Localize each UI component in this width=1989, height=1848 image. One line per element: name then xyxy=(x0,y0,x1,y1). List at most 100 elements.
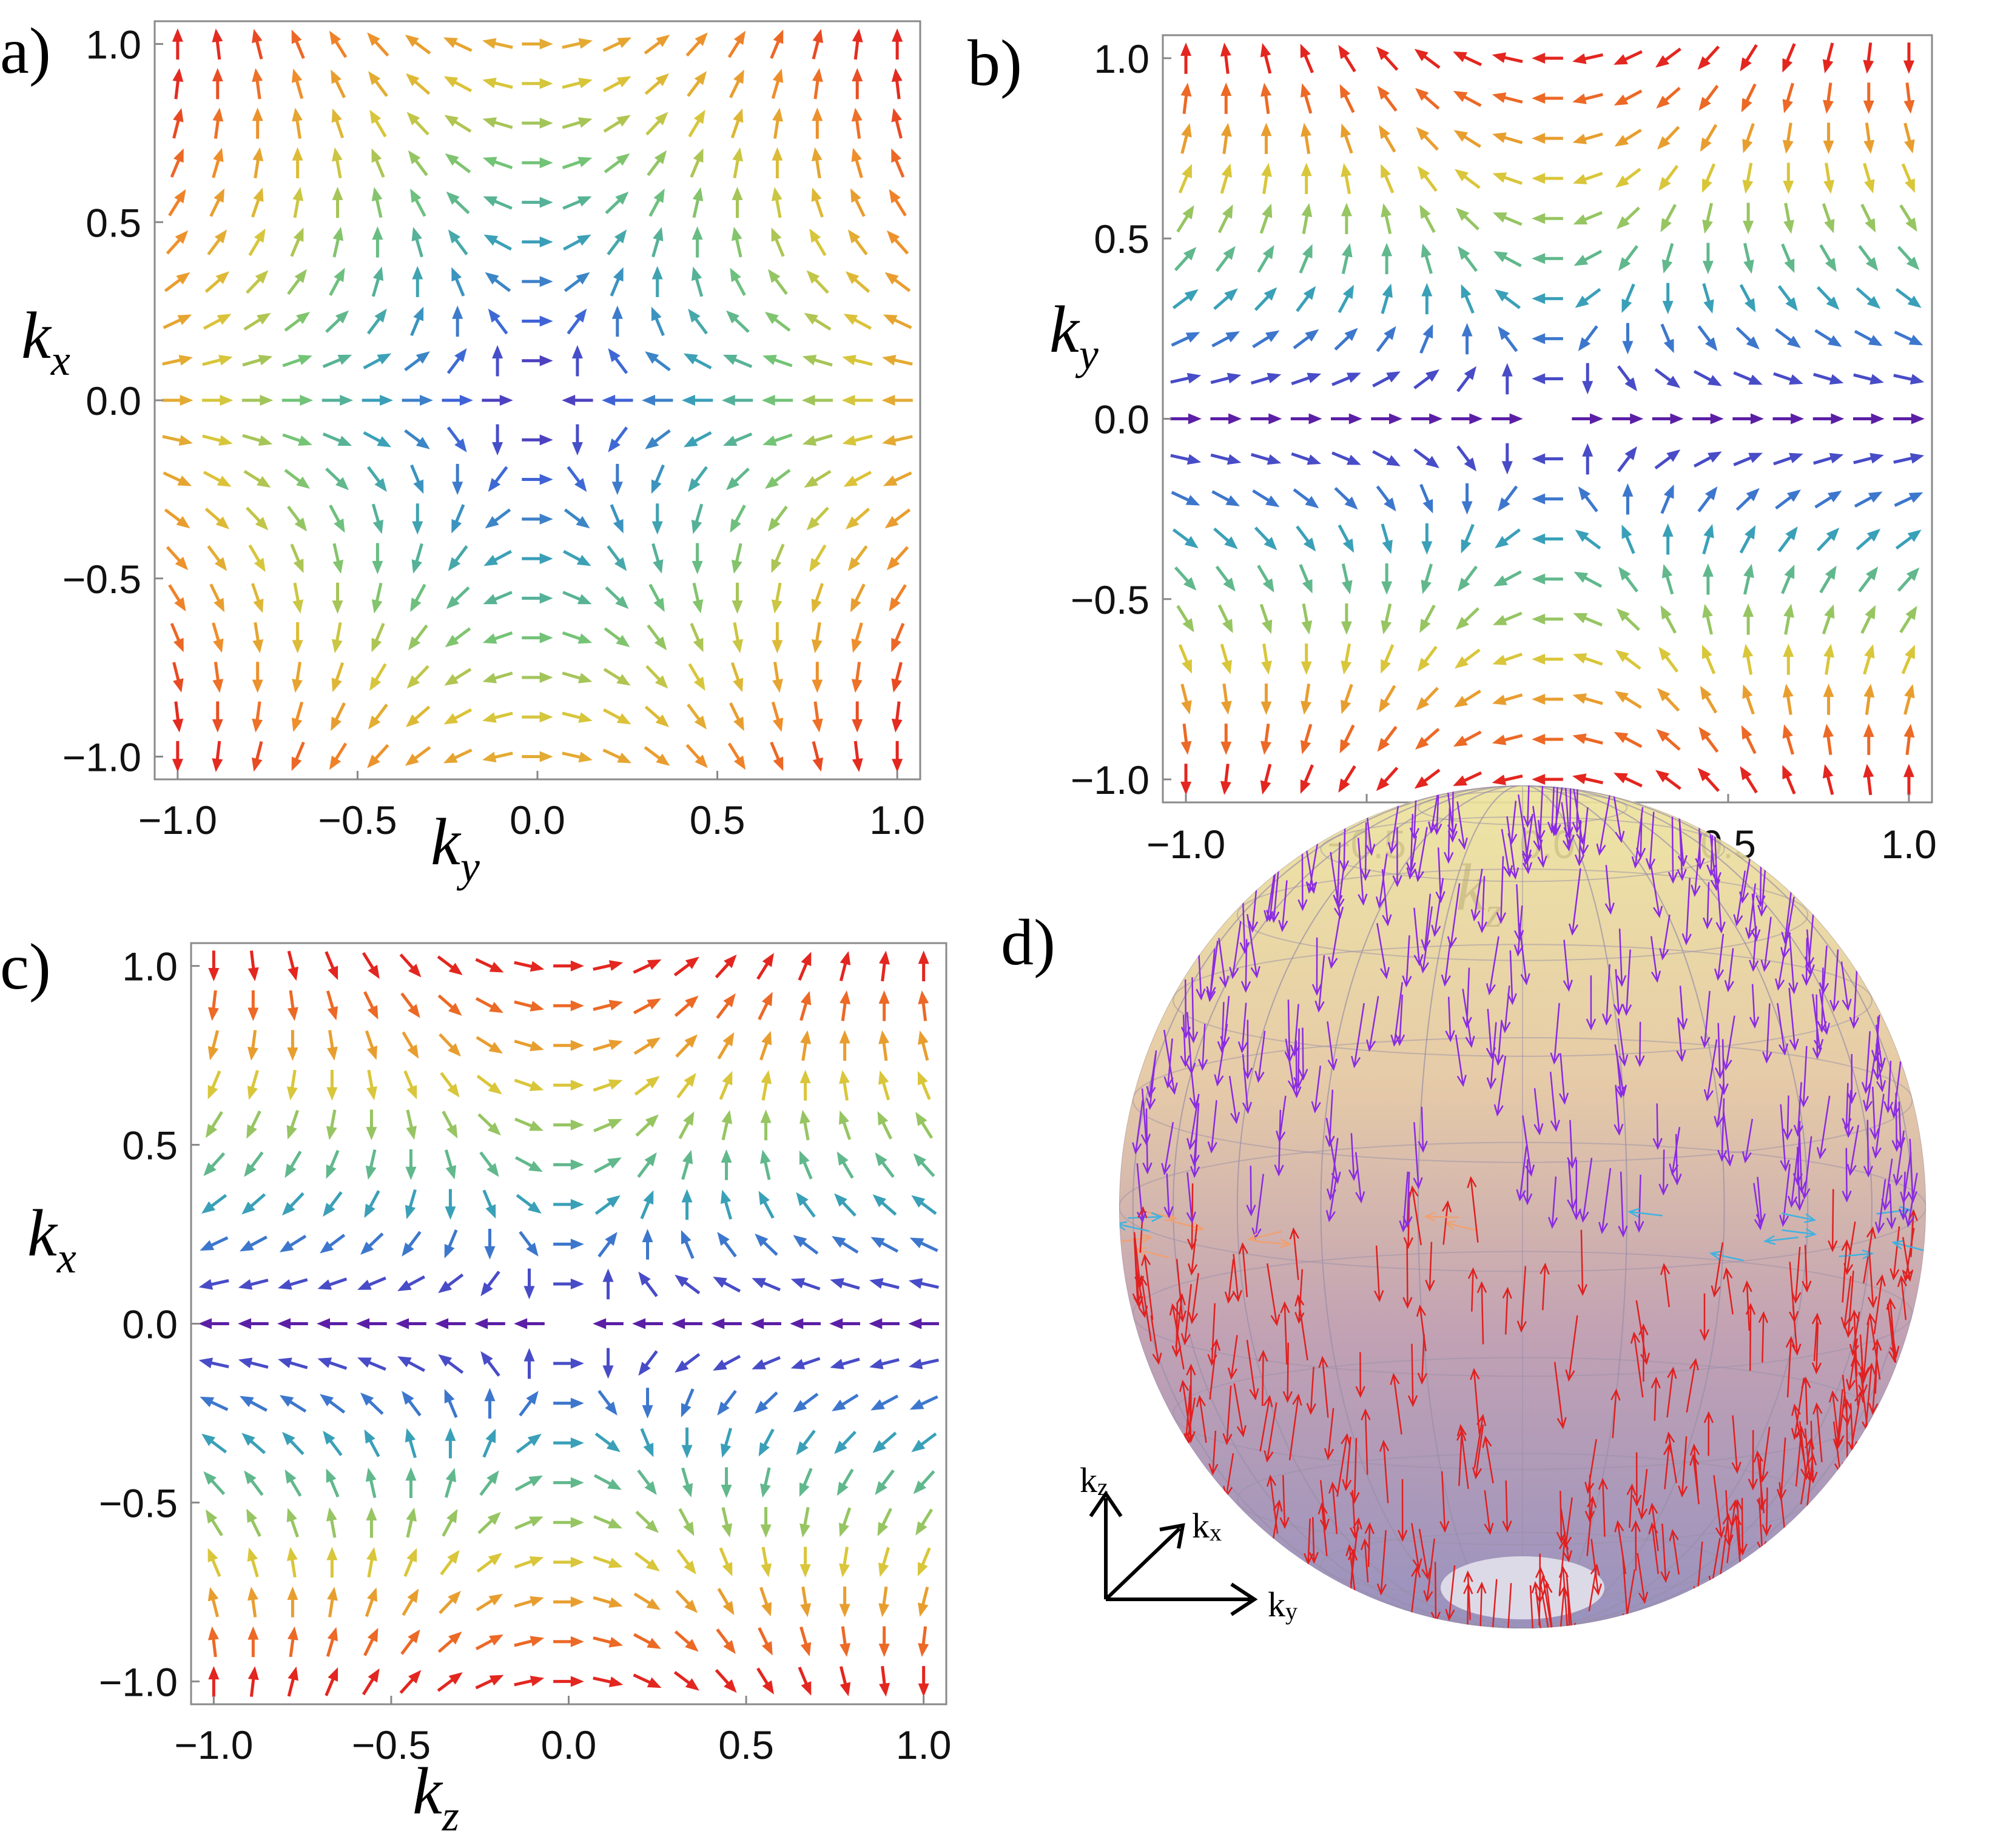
sphere-arrow xyxy=(1614,1520,1627,1574)
sphere-arrow xyxy=(1579,1157,1593,1223)
vector-arrow xyxy=(408,150,428,176)
vector-arrow xyxy=(642,1388,653,1419)
vector-arrow xyxy=(651,306,665,337)
vector-arrow xyxy=(1814,329,1842,348)
sphere-arrow xyxy=(1669,1529,1680,1575)
vector-arrow xyxy=(1501,363,1513,395)
vector-arrow xyxy=(690,622,704,653)
vector-arrow xyxy=(405,1189,417,1220)
vector-arrow xyxy=(648,583,665,613)
vector-arrow xyxy=(832,1236,859,1254)
vector-arrow xyxy=(1697,45,1720,70)
sphere-latitude xyxy=(1119,1141,1926,1272)
vector-arrow xyxy=(212,68,223,99)
vector-arrow xyxy=(1816,286,1840,311)
vector-arrow xyxy=(514,961,545,972)
vector-arrow xyxy=(872,1194,897,1216)
vector-arrow xyxy=(878,1070,890,1101)
vector-arrow xyxy=(593,1000,624,1011)
vector-arrow xyxy=(1301,643,1312,675)
sphere-arrow xyxy=(1550,785,1566,837)
vector-arrow xyxy=(717,1232,737,1258)
vector-arrow xyxy=(799,1626,812,1657)
vector-arrow xyxy=(760,1109,772,1141)
vector-arrow xyxy=(839,1030,850,1061)
vector-arrow xyxy=(602,1268,614,1300)
vector-arrow xyxy=(645,665,668,689)
vector-arrow xyxy=(611,305,623,337)
sphere-arrow xyxy=(1462,967,1472,1029)
vector-arrow xyxy=(875,1152,895,1178)
vector-arrow xyxy=(412,266,423,297)
sphere-arrow xyxy=(1119,1221,1149,1232)
vector-arrow xyxy=(1178,644,1192,674)
vector-arrow xyxy=(172,662,184,693)
vector-arrow xyxy=(1701,163,1716,193)
sphere-arrow xyxy=(1431,878,1444,938)
vector-arrow xyxy=(597,1232,618,1258)
vector-arrow xyxy=(1782,765,1796,795)
vector-arrow xyxy=(252,147,264,179)
vector-arrow xyxy=(1299,244,1313,274)
vector-arrow xyxy=(405,1149,417,1180)
vector-arrow xyxy=(439,1033,461,1057)
vector-arrow xyxy=(1338,765,1356,793)
sphere-arrow xyxy=(1745,1303,1756,1371)
sphere-arrow xyxy=(1703,1039,1718,1102)
vector-arrow xyxy=(1260,724,1271,755)
vector-arrow xyxy=(492,424,503,455)
vector-arrow xyxy=(809,228,827,257)
vector-arrow xyxy=(1296,286,1316,312)
vector-arrow xyxy=(366,1109,377,1141)
vector-arrow xyxy=(553,1556,584,1568)
vector-arrow xyxy=(477,1113,501,1136)
sphere-arrow xyxy=(1444,807,1454,864)
sphere-arrow xyxy=(1442,1200,1452,1245)
vector-arrow xyxy=(1894,492,1923,507)
vector-arrow xyxy=(1252,330,1280,349)
sphere-arrow xyxy=(1188,1272,1200,1325)
vector-arrow xyxy=(1702,203,1713,234)
sphere-arrow xyxy=(1895,1101,1906,1149)
vector-arrow xyxy=(1697,325,1718,352)
vector-arrow xyxy=(1419,204,1436,234)
sphere-arrow xyxy=(1282,1342,1293,1403)
vector-arrow xyxy=(908,1358,939,1369)
vector-arrow xyxy=(562,78,593,89)
vector-arrow xyxy=(1291,452,1322,465)
y-tick-label: 0.0 xyxy=(122,1302,178,1347)
vector-arrow xyxy=(479,1151,499,1177)
sphere-arrow xyxy=(1547,1176,1558,1229)
sphere-arrow xyxy=(1540,1262,1550,1311)
sphere-arrow xyxy=(1328,1481,1339,1534)
vector-arrow xyxy=(564,272,590,292)
sphere-arrow xyxy=(1507,801,1518,845)
vector-arrow xyxy=(644,73,670,95)
vector-arrow xyxy=(770,741,784,771)
vector-arrow xyxy=(325,951,338,981)
sphere-arrow xyxy=(1408,1185,1422,1246)
vector-arrow xyxy=(492,345,503,377)
vector-arrow xyxy=(172,741,183,773)
vector-arrow xyxy=(761,395,793,406)
vector-arrow xyxy=(445,627,471,648)
vector-arrow xyxy=(451,504,465,534)
vector-arrow xyxy=(1381,164,1395,193)
sphere-arrow xyxy=(1805,929,1815,977)
vector-arrow xyxy=(1582,443,1594,475)
vector-arrow xyxy=(1417,645,1438,672)
sphere-arrow xyxy=(1238,1242,1248,1297)
vector-arrow xyxy=(252,701,263,733)
vector-arrow xyxy=(1301,684,1312,715)
vector-arrow xyxy=(715,954,737,979)
vector-arrow xyxy=(208,1665,220,1697)
vector-arrow xyxy=(839,1110,852,1140)
vector-arrow xyxy=(522,751,553,762)
vector-arrow xyxy=(811,583,824,613)
sphere-arrow xyxy=(1839,1249,1874,1260)
vector-arrow xyxy=(1903,684,1915,715)
vector-arrow xyxy=(1376,485,1396,512)
sphere-arrow xyxy=(1424,1212,1459,1222)
vector-arrow xyxy=(878,1586,890,1618)
sphere-arrow xyxy=(1630,1331,1644,1398)
